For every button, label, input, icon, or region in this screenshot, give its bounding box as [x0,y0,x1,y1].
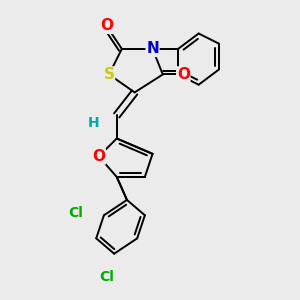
Text: O: O [177,67,190,82]
Text: Cl: Cl [99,270,114,284]
Text: O: O [92,149,105,164]
Text: O: O [100,18,113,33]
Text: S: S [103,67,115,82]
Text: Cl: Cl [68,206,83,220]
Text: N: N [146,41,159,56]
Text: H: H [88,116,100,130]
